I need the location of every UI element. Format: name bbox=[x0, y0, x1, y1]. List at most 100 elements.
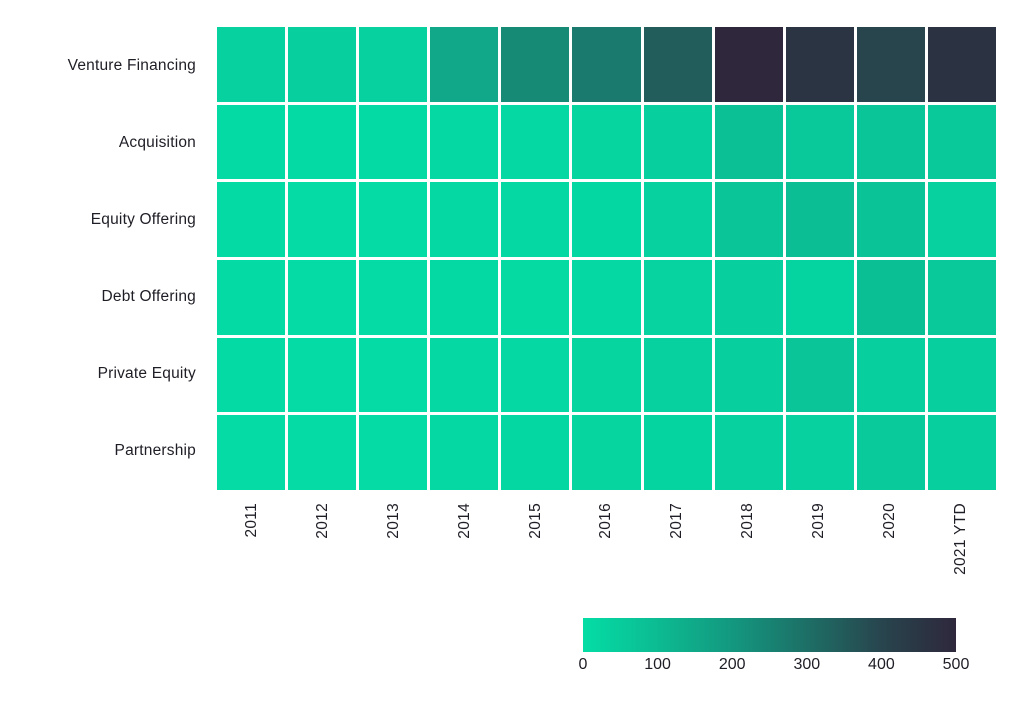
row-label-venture-financing: Venture Financing bbox=[67, 56, 196, 74]
heatmap-cell-partnership-2012[interactable] bbox=[288, 415, 357, 490]
heatmap-cell-venture-financing-2018[interactable] bbox=[714, 27, 783, 102]
heatmap-cell-private-equity-2014[interactable] bbox=[430, 337, 499, 413]
col-label-text: 2020 bbox=[880, 503, 898, 539]
heatmap-cell-venture-financing-2020[interactable] bbox=[856, 27, 925, 102]
heatmap-cell-partnership-2018[interactable] bbox=[714, 415, 783, 490]
col-label-text: 2015 bbox=[526, 503, 544, 539]
col-label-2013: 2013 bbox=[359, 503, 430, 603]
col-label-2014: 2014 bbox=[429, 503, 500, 603]
colorbar-gradient bbox=[583, 618, 956, 652]
heatmap-cell-equity-offering-2015[interactable] bbox=[501, 182, 570, 257]
row-label-acquisition: Acquisition bbox=[118, 133, 196, 151]
heatmap-cell-debt-offering-2021-ytd[interactable] bbox=[927, 259, 996, 335]
col-label-2019: 2019 bbox=[784, 503, 855, 603]
heatmap-cell-equity-offering-2013[interactable] bbox=[359, 182, 428, 257]
heatmap-cell-acquisition-2012[interactable] bbox=[288, 104, 357, 180]
heatmap-cell-debt-offering-2016[interactable] bbox=[572, 259, 641, 335]
heatmap-cell-private-equity-2021-ytd[interactable] bbox=[927, 337, 996, 413]
y-axis-row-labels: Venture Financing Acquisition Equity Offer… bbox=[0, 27, 196, 490]
heatmap-cell-venture-financing-2014[interactable] bbox=[430, 27, 499, 102]
colorbar-tick-400: 400 bbox=[868, 656, 895, 673]
heatmap-cell-partnership-2019[interactable] bbox=[785, 415, 854, 490]
col-label-2016: 2016 bbox=[571, 503, 642, 603]
col-label-text: 2012 bbox=[314, 503, 332, 539]
heatmap-cell-debt-offering-2017[interactable] bbox=[643, 259, 712, 335]
col-label-2020: 2020 bbox=[854, 503, 925, 603]
col-label-2012: 2012 bbox=[288, 503, 359, 603]
heatmap-cell-venture-financing-2019[interactable] bbox=[785, 27, 854, 102]
heatmap-cell-private-equity-2019[interactable] bbox=[785, 337, 854, 413]
heatmap-cell-partnership-2016[interactable] bbox=[572, 415, 641, 490]
heatmap-cell-acquisition-2021-ytd[interactable] bbox=[927, 104, 996, 180]
col-label-2018: 2018 bbox=[713, 503, 784, 603]
col-label-2015: 2015 bbox=[500, 503, 571, 603]
colorbar-tick-labels: 0 100 200 300 400 500 bbox=[579, 656, 970, 676]
heatmap-cell-private-equity-2013[interactable] bbox=[359, 337, 428, 413]
heatmap-cell-venture-financing-2016[interactable] bbox=[572, 27, 641, 102]
heatmap-cell-equity-offering-2019[interactable] bbox=[785, 182, 854, 257]
heatmap-cell-debt-offering-2020[interactable] bbox=[856, 259, 925, 335]
heatmap-cell-equity-offering-2014[interactable] bbox=[430, 182, 499, 257]
x-axis-year-labels: 2011 2012 2013 2014 2015 2016 2017 2018 2019 2020… bbox=[217, 503, 996, 603]
heatmap-cell-private-equity-2020[interactable] bbox=[856, 337, 925, 413]
colorbar-tick-300: 300 bbox=[793, 656, 821, 673]
heatmap-cell-debt-offering-2013[interactable] bbox=[359, 259, 428, 335]
heatmap-cell-partnership-2015[interactable] bbox=[501, 415, 570, 490]
heatmap-cell-partnership-2021-ytd[interactable] bbox=[927, 415, 996, 490]
heatmap-cell-partnership-2017[interactable] bbox=[643, 415, 712, 490]
heatmap-cell-partnership-2014[interactable] bbox=[430, 415, 499, 490]
heatmap-cell-private-equity-2015[interactable] bbox=[501, 337, 570, 413]
heatmap-cell-equity-offering-2018[interactable] bbox=[714, 182, 783, 257]
col-label-2017: 2017 bbox=[642, 503, 713, 603]
col-label-text: 2011 bbox=[243, 503, 261, 538]
colorbar-tick-500: 500 bbox=[942, 656, 970, 673]
heatmap-cell-acquisition-2016[interactable] bbox=[572, 104, 641, 180]
heatmap-cell-acquisition-2015[interactable] bbox=[501, 104, 570, 180]
heatmap-cell-venture-financing-2015[interactable] bbox=[501, 27, 570, 102]
colorbar-tick-0: 0 bbox=[578, 656, 588, 673]
heatmap-cell-partnership-2013[interactable] bbox=[359, 415, 428, 490]
heatmap-cell-debt-offering-2011[interactable] bbox=[217, 259, 286, 335]
row-label-equity-offering: Equity Offering bbox=[90, 210, 196, 228]
heatmap-cell-debt-offering-2014[interactable] bbox=[430, 259, 499, 335]
col-label-text: 2017 bbox=[668, 503, 686, 539]
heatmap-cell-venture-financing-2013[interactable] bbox=[359, 27, 428, 102]
heatmap-cell-partnership-2020[interactable] bbox=[856, 415, 925, 490]
heatmap-cell-venture-financing-2021-ytd[interactable] bbox=[927, 27, 996, 102]
heatmap-cell-acquisition-2017[interactable] bbox=[643, 104, 712, 180]
heatmap-cell-equity-offering-2016[interactable] bbox=[572, 182, 641, 257]
heatmap-cell-equity-offering-2021-ytd[interactable] bbox=[927, 182, 996, 257]
heatmap-cell-equity-offering-2011[interactable] bbox=[217, 182, 286, 257]
col-label-2021-ytd: 2021 YTD bbox=[925, 503, 996, 603]
heatmap-cell-venture-financing-2012[interactable] bbox=[288, 27, 357, 102]
col-label-text: 2019 bbox=[809, 503, 827, 539]
colorbar-tick-200: 200 bbox=[718, 656, 746, 673]
heatmap-cell-private-equity-2012[interactable] bbox=[288, 337, 357, 413]
heatmap-cell-equity-offering-2012[interactable] bbox=[288, 182, 357, 257]
heatmap-cell-acquisition-2013[interactable] bbox=[359, 104, 428, 180]
heatmap-cell-venture-financing-2017[interactable] bbox=[643, 27, 712, 102]
colorbar-tick-100: 100 bbox=[644, 656, 671, 673]
heatmap-cell-debt-offering-2012[interactable] bbox=[288, 259, 357, 335]
heatmap-cell-debt-offering-2019[interactable] bbox=[785, 259, 854, 335]
heatmap-cell-acquisition-2014[interactable] bbox=[430, 104, 499, 180]
heatmap-cell-private-equity-2011[interactable] bbox=[217, 337, 286, 413]
heatmap-cell-acquisition-2011[interactable] bbox=[217, 104, 286, 180]
heatmap-cell-debt-offering-2018[interactable] bbox=[714, 259, 783, 335]
heatmap-cell-acquisition-2019[interactable] bbox=[785, 104, 854, 180]
heatmap-cell-acquisition-2018[interactable] bbox=[714, 104, 783, 180]
heatmap-cell-private-equity-2016[interactable] bbox=[572, 337, 641, 413]
heatmap-cell-equity-offering-2017[interactable] bbox=[643, 182, 712, 257]
heatmap-cell-equity-offering-2020[interactable] bbox=[856, 182, 925, 257]
heatmap-cell-partnership-2011[interactable] bbox=[217, 415, 286, 490]
heatmap-cell-venture-financing-2011[interactable] bbox=[217, 27, 286, 102]
heatmap-cell-debt-offering-2015[interactable] bbox=[501, 259, 570, 335]
row-label-debt-offering: Debt Offering bbox=[101, 288, 196, 306]
heatmap-cell-private-equity-2017[interactable] bbox=[643, 337, 712, 413]
heatmap-cell-acquisition-2020[interactable] bbox=[856, 104, 925, 180]
heatmap-cell-private-equity-2018[interactable] bbox=[714, 337, 783, 413]
col-label-text: 2014 bbox=[455, 503, 473, 539]
col-label-text: 2018 bbox=[739, 503, 757, 539]
row-label-private-equity: Private Equity bbox=[97, 365, 196, 383]
